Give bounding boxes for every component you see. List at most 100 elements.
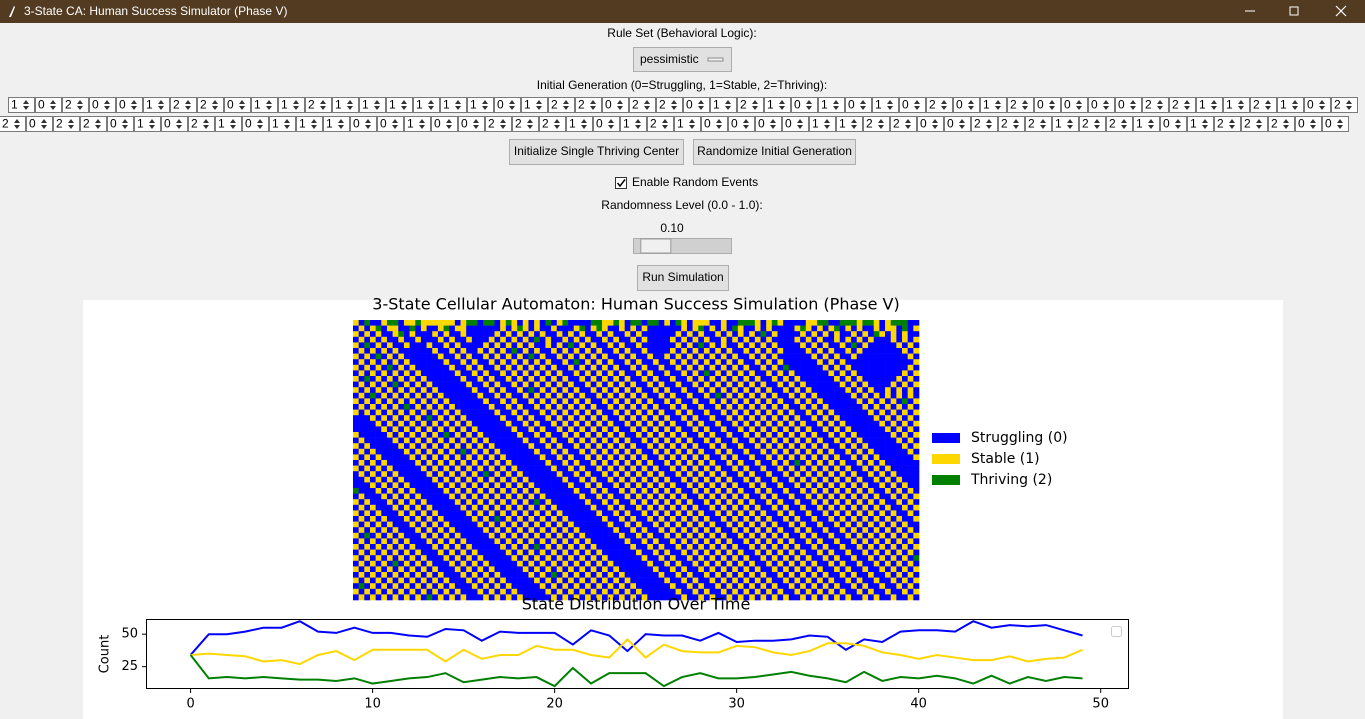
spinbox[interactable]: 1 [710,97,737,113]
spinbox-arrows[interactable] [1265,100,1271,110]
spinbox-field[interactable] [926,97,953,113]
spinbox-field[interactable] [485,116,512,132]
spinbox-arrows[interactable] [1184,100,1190,110]
spinbox[interactable]: 2 [53,116,80,132]
spinbox-field[interactable] [764,97,791,113]
spinbox[interactable]: 0 [116,97,143,113]
spinbox-field[interactable] [1322,116,1349,132]
spinbox-arrows[interactable] [338,119,344,129]
spinbox-arrows[interactable] [104,100,110,110]
spinbox[interactable]: 1 [980,97,1007,113]
spinbox-arrows[interactable] [95,119,101,129]
spinbox-arrows[interactable] [1346,100,1352,110]
spinbox-arrows[interactable] [968,100,974,110]
spinbox-arrows[interactable] [635,119,641,129]
spinbox-field[interactable] [251,97,278,113]
spinbox-arrows[interactable] [1283,119,1289,129]
spinbox-arrows[interactable] [1202,119,1208,129]
spinbox-arrows[interactable] [833,100,839,110]
spinbox-arrows[interactable] [365,119,371,129]
spinbox-field[interactable] [116,97,143,113]
spinbox-arrows[interactable] [1319,100,1325,110]
spinbox-arrows[interactable] [590,100,596,110]
spinbox-arrows[interactable] [698,100,704,110]
spinbox-field[interactable] [1214,116,1241,132]
spinbox[interactable]: 2 [1250,97,1277,113]
spinbox-field[interactable] [809,116,836,132]
spinbox-arrows[interactable] [266,100,272,110]
spinbox-arrows[interactable] [671,100,677,110]
spinbox-field[interactable] [1241,116,1268,132]
spinbox[interactable]: 2 [575,97,602,113]
spinbox[interactable]: 2 [1007,97,1034,113]
spinbox-arrows[interactable] [662,119,668,129]
spinbox-arrows[interactable] [608,119,614,129]
spinbox-arrows[interactable] [1337,119,1343,129]
spinbox-field[interactable] [1088,97,1115,113]
spinbox-arrows[interactable] [1211,100,1217,110]
spinbox[interactable]: 1 [1196,97,1223,113]
spinbox-arrows[interactable] [824,119,830,129]
spinbox-field[interactable] [161,116,188,132]
spinbox[interactable]: 0 [602,97,629,113]
spinbox-arrows[interactable] [995,100,1001,110]
spinbox-field[interactable] [1106,116,1133,132]
spinbox-arrows[interactable] [752,100,758,110]
spinbox-field[interactable] [134,116,161,132]
spinbox-field[interactable] [62,97,89,113]
spinbox-field[interactable] [404,116,431,132]
spinbox-arrows[interactable] [1157,100,1163,110]
spinbox-field[interactable] [980,97,1007,113]
spinbox-field[interactable] [755,116,782,132]
spinbox-arrows[interactable] [320,100,326,110]
spinbox-arrows[interactable] [725,100,731,110]
spinbox-field[interactable] [80,116,107,132]
spinbox[interactable]: 0 [755,116,782,132]
spinbox-arrows[interactable] [932,119,938,129]
spinbox-arrows[interactable] [1148,119,1154,129]
spinbox-field[interactable] [1034,97,1061,113]
spinbox[interactable]: 1 [674,116,701,132]
spinbox-arrows[interactable] [1094,119,1100,129]
spinbox-field[interactable] [1196,97,1223,113]
spinbox-arrows[interactable] [1238,100,1244,110]
spinbox[interactable]: 2 [188,116,215,132]
spinbox[interactable]: 1 [1277,97,1304,113]
spinbox-field[interactable] [224,97,251,113]
spinbox[interactable]: 1 [818,97,845,113]
spinbox-field[interactable] [674,116,701,132]
spinbox-arrows[interactable] [1256,119,1262,129]
spinbox-arrows[interactable] [203,119,209,129]
spinbox[interactable]: 2 [80,116,107,132]
spinbox-arrows[interactable] [887,100,893,110]
spinbox-field[interactable] [440,97,467,113]
spinbox[interactable]: 0 [431,116,458,132]
spinbox-field[interactable] [890,116,917,132]
spinbox-field[interactable] [107,116,134,132]
spinbox-arrows[interactable] [41,119,47,129]
spinbox-field[interactable] [1295,116,1322,132]
spinbox[interactable]: 0 [593,116,620,132]
spinbox-field[interactable] [1268,116,1295,132]
spinbox[interactable]: 0 [899,97,926,113]
spinbox-field[interactable] [323,116,350,132]
spinbox[interactable]: 0 [1115,97,1142,113]
spinbox-arrows[interactable] [23,100,29,110]
spinbox-arrows[interactable] [455,100,461,110]
spinbox-arrows[interactable] [311,119,317,129]
spinbox-field[interactable] [1187,116,1214,132]
spinbox-arrows[interactable] [797,119,803,129]
spinbox-field[interactable] [332,97,359,113]
spinbox-field[interactable] [1160,116,1187,132]
spinbox[interactable]: 2 [1079,116,1106,132]
spinbox-arrows[interactable] [1067,119,1073,129]
spinbox-field[interactable] [998,116,1025,132]
spinbox-arrows[interactable] [131,100,137,110]
spinbox[interactable]: 2 [1241,116,1268,132]
spinbox-field[interactable] [1331,97,1358,113]
spinbox[interactable]: 0 [953,97,980,113]
spinbox-field[interactable] [215,116,242,132]
spinbox-arrows[interactable] [860,100,866,110]
spinbox[interactable]: 0 [26,116,53,132]
spinbox[interactable]: 1 [764,97,791,113]
